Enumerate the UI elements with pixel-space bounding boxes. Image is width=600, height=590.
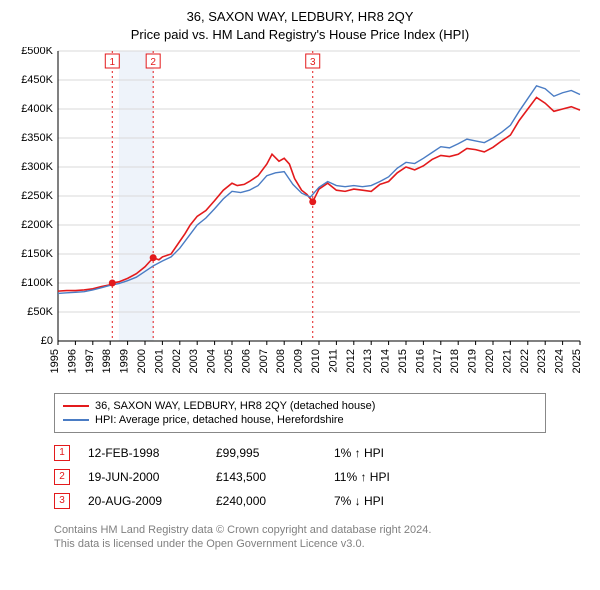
- legend-label: 36, SAXON WAY, LEDBURY, HR8 2QY (detache…: [95, 400, 375, 412]
- svg-text:£300K: £300K: [21, 161, 53, 173]
- sale-date: 12-FEB-1998: [88, 446, 198, 460]
- sale-price: £143,500: [216, 470, 316, 484]
- sale-row: 2 19-JUN-2000 £143,500 11% ↑ HPI: [54, 465, 546, 489]
- svg-text:2008: 2008: [275, 349, 287, 373]
- sale-date: 20-AUG-2009: [88, 494, 198, 508]
- svg-text:1995: 1995: [49, 349, 61, 373]
- svg-text:2005: 2005: [223, 349, 235, 373]
- chart-title-address: 36, SAXON WAY, LEDBURY, HR8 2QY: [14, 8, 586, 26]
- sale-price: £240,000: [216, 494, 316, 508]
- legend-swatch: [63, 405, 89, 407]
- svg-text:2018: 2018: [449, 349, 461, 373]
- svg-text:2015: 2015: [397, 349, 409, 373]
- svg-text:2012: 2012: [345, 349, 357, 373]
- svg-text:2: 2: [150, 57, 156, 68]
- svg-text:2017: 2017: [432, 349, 444, 373]
- svg-text:2019: 2019: [467, 349, 479, 373]
- svg-text:1997: 1997: [84, 349, 96, 373]
- svg-text:2000: 2000: [136, 349, 148, 373]
- svg-text:2021: 2021: [501, 349, 513, 373]
- svg-text:2025: 2025: [571, 349, 583, 373]
- sale-price: £99,995: [216, 446, 316, 460]
- svg-text:2007: 2007: [258, 349, 270, 373]
- svg-text:2002: 2002: [171, 349, 183, 373]
- sale-date: 19-JUN-2000: [88, 470, 198, 484]
- sale-delta: 11% ↑ HPI: [334, 470, 390, 484]
- svg-text:2023: 2023: [536, 349, 548, 373]
- svg-text:£450K: £450K: [21, 74, 53, 86]
- legend-label: HPI: Average price, detached house, Here…: [95, 414, 344, 426]
- footer-attribution: Contains HM Land Registry data © Crown c…: [54, 523, 546, 552]
- svg-text:1: 1: [110, 57, 116, 68]
- chart-title-sub: Price paid vs. HM Land Registry's House …: [14, 26, 586, 44]
- svg-text:£400K: £400K: [21, 103, 53, 115]
- svg-text:2013: 2013: [362, 349, 374, 373]
- svg-text:1996: 1996: [66, 349, 78, 373]
- chart-svg: £0 £50K £100K £150K £200K £250K £300K £350K £400…: [14, 47, 586, 387]
- legend-box: 36, SAXON WAY, LEDBURY, HR8 2QY (detache…: [54, 393, 546, 433]
- legend-swatch: [63, 419, 89, 421]
- chart-plot-area: £0 £50K £100K £150K £200K £250K £300K £350K £400…: [14, 47, 586, 387]
- sale-row: 1 12-FEB-1998 £99,995 1% ↑ HPI: [54, 441, 546, 465]
- svg-text:3: 3: [310, 57, 316, 68]
- sale-marker-3: 3: [54, 493, 70, 509]
- footer-line-2: This data is licensed under the Open Gov…: [54, 537, 546, 551]
- svg-text:£100K: £100K: [21, 277, 53, 289]
- svg-text:2020: 2020: [484, 349, 496, 373]
- svg-text:£0: £0: [41, 335, 53, 347]
- svg-text:£350K: £350K: [21, 132, 53, 144]
- svg-text:2014: 2014: [380, 349, 392, 373]
- sale-row: 3 20-AUG-2009 £240,000 7% ↓ HPI: [54, 489, 546, 513]
- svg-text:1999: 1999: [119, 349, 131, 373]
- svg-text:2011: 2011: [327, 349, 339, 373]
- legend-row: 36, SAXON WAY, LEDBURY, HR8 2QY (detache…: [63, 399, 537, 413]
- svg-text:2003: 2003: [188, 349, 200, 373]
- svg-text:2009: 2009: [293, 349, 305, 373]
- svg-text:£50K: £50K: [27, 306, 53, 318]
- chart-container: { "title1": "36, SAXON WAY, LEDBURY, HR8…: [0, 0, 600, 590]
- svg-text:£250K: £250K: [21, 190, 53, 202]
- svg-text:2022: 2022: [519, 349, 531, 373]
- svg-text:£150K: £150K: [21, 248, 53, 260]
- svg-text:2024: 2024: [554, 349, 566, 373]
- svg-text:2006: 2006: [240, 349, 252, 373]
- sale-marker-2: 2: [54, 469, 70, 485]
- svg-text:2001: 2001: [153, 349, 165, 373]
- legend-row: HPI: Average price, detached house, Here…: [63, 413, 537, 427]
- svg-text:1998: 1998: [101, 349, 113, 373]
- footer-line-1: Contains HM Land Registry data © Crown c…: [54, 523, 546, 537]
- svg-text:2016: 2016: [414, 349, 426, 373]
- sales-table: 1 12-FEB-1998 £99,995 1% ↑ HPI 2 19-JUN-…: [54, 441, 546, 513]
- svg-text:£200K: £200K: [21, 219, 53, 231]
- chart-titles: 36, SAXON WAY, LEDBURY, HR8 2QY Price pa…: [14, 8, 586, 43]
- sale-delta: 7% ↓ HPI: [334, 494, 384, 508]
- sale-delta: 1% ↑ HPI: [334, 446, 384, 460]
- svg-text:£500K: £500K: [21, 47, 53, 57]
- sale-marker-1: 1: [54, 445, 70, 461]
- svg-text:2004: 2004: [206, 349, 218, 373]
- svg-text:2010: 2010: [310, 349, 322, 373]
